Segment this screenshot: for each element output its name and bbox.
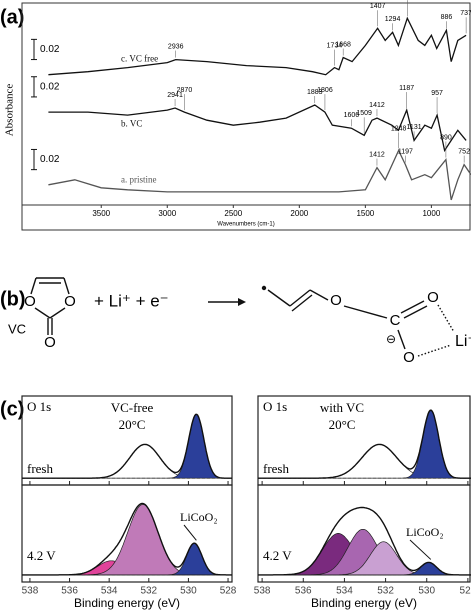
atom: O: [24, 293, 36, 310]
spectrum: [48, 148, 471, 201]
peak-label: 1248: [391, 125, 407, 132]
core-level: O 1s: [263, 399, 287, 414]
x-axis-label: Binding energy (eV): [311, 596, 417, 610]
x-tick-label: 3000: [158, 209, 176, 218]
peak-label: 1131: [407, 124, 422, 131]
x-tick-label: 2500: [224, 209, 242, 218]
condition: 20°C: [329, 417, 356, 432]
subplot-label: 4.2 V: [27, 548, 56, 563]
peak-label: 1197: [398, 148, 413, 155]
subplot-label: 4.2 V: [263, 548, 292, 563]
scale-bar-label: 0.02: [40, 44, 60, 55]
plot-frame: [21, 2, 471, 231]
x-tick-label: 1500: [356, 209, 374, 218]
peak-label: 737: [460, 10, 471, 17]
envelope: [258, 409, 471, 479]
atom: O: [44, 334, 56, 351]
peak-label: 1412: [369, 151, 385, 158]
atom: O: [330, 292, 342, 309]
x-tick-label: 2000: [290, 209, 308, 218]
peak-label: 1806: [317, 87, 333, 94]
series-label: c. VC free: [121, 53, 158, 63]
peak-label: 1187: [399, 85, 414, 92]
peak-label: 1606: [344, 112, 360, 119]
x-tick-label: 530: [418, 586, 435, 597]
peak-label: 1294: [385, 16, 401, 23]
core-level: O 1s: [27, 399, 51, 414]
x-tick-label: 534: [336, 586, 353, 597]
peak-label: 1668: [335, 41, 351, 48]
peak-label: 886: [441, 14, 453, 21]
subplot-frame: [21, 484, 233, 583]
x-tick-label: 532: [140, 586, 157, 597]
x-tick-label: 3500: [92, 209, 110, 218]
peak-label: 957: [431, 90, 443, 97]
series-label: b. VC: [121, 119, 142, 129]
annotation-arrow: [183, 524, 197, 541]
peak-label: 2870: [177, 87, 193, 94]
peak-label: 2941: [167, 92, 183, 99]
y-axis-label: Absorbance: [4, 84, 16, 137]
subplot-frame: [257, 484, 471, 583]
reaction-scheme: O O O VC + Li⁺ + e⁻ O C O ⊖ O Li⁺: [8, 277, 471, 366]
charge: ⊖: [386, 332, 396, 346]
peak-label: 1407: [370, 3, 386, 10]
condition: with VC: [320, 400, 364, 415]
atom: O: [403, 349, 415, 366]
atom: O: [64, 293, 76, 310]
x-tick-label: 534: [101, 586, 118, 597]
annotation: LiCoO₂: [406, 525, 444, 539]
x-tick-label: 536: [295, 586, 312, 597]
x-axis-label: Wavenumbers (cm-1): [217, 222, 274, 228]
panel-label: (b): [0, 288, 26, 310]
peak-label: 752: [458, 148, 470, 155]
panel-label: (c): [0, 398, 24, 420]
reagents: + Li⁺ + e⁻: [94, 291, 169, 310]
condition: VC-free: [111, 400, 154, 415]
envelope: [22, 413, 232, 479]
annotation-arrow: [409, 539, 432, 560]
peak-label: 1412: [369, 102, 385, 109]
scale-bar-label: 0.02: [40, 154, 60, 165]
peak-label: 2936: [168, 43, 184, 50]
peak-label: 1883: [307, 89, 323, 96]
molecule-label: VC: [8, 321, 26, 336]
counter-ion: Li⁺: [455, 333, 471, 350]
peak-label: 1509: [356, 110, 372, 117]
spectrum: [48, 16, 467, 76]
scale-bar-label: 0.02: [40, 81, 60, 92]
x-axis-label: Binding energy (eV): [74, 596, 180, 610]
panel-label: (a): [0, 6, 24, 28]
x-tick-label: 538: [22, 586, 39, 597]
atom: C: [390, 312, 401, 329]
atom: O: [427, 289, 439, 306]
series-label: a. pristine: [121, 174, 157, 184]
x-tick-label: 528: [220, 586, 237, 597]
annotation: LiCoO₂: [180, 510, 218, 524]
peak-label: 1734: [327, 42, 343, 49]
condition: 20°C: [119, 417, 146, 432]
peak-label: 890: [440, 134, 452, 141]
x-tick-label: 528: [460, 586, 471, 597]
x-tick-label: 1000: [422, 209, 440, 218]
subplot-label: fresh: [27, 461, 53, 476]
x-tick-label: 532: [377, 586, 394, 597]
x-tick-label: 538: [254, 586, 271, 597]
spectrum: [48, 104, 467, 153]
x-tick-label: 536: [61, 586, 78, 597]
subplot-label: fresh: [263, 461, 289, 476]
envelope: [22, 502, 232, 576]
x-tick-label: 530: [180, 586, 197, 597]
envelope: [258, 506, 471, 576]
